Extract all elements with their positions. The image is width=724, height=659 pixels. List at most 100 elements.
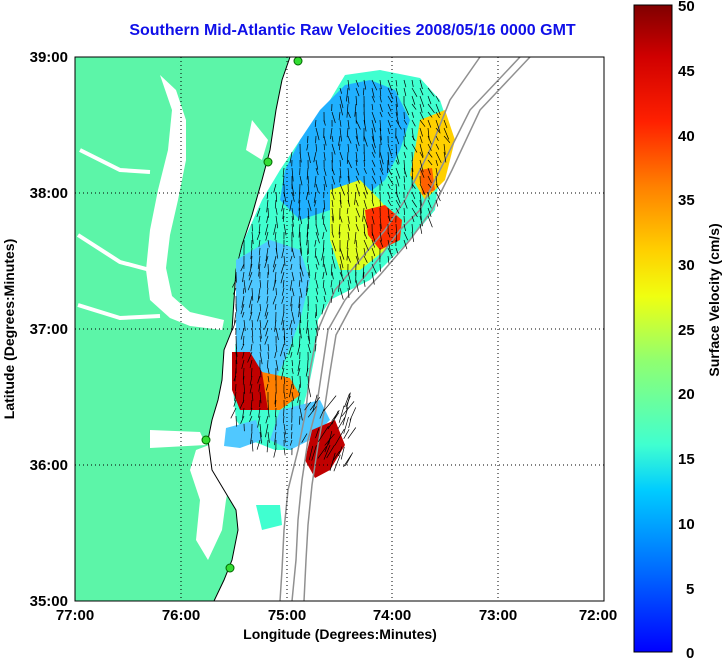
velocity-arrow <box>315 279 319 289</box>
velocity-arrow <box>249 407 253 416</box>
velocity-arrow <box>331 143 336 155</box>
velocity-arrow <box>371 247 376 257</box>
velocity-arrow <box>298 415 301 425</box>
velocity-arrow <box>362 207 365 222</box>
velocity-arrow <box>331 167 335 176</box>
velocity-arrow <box>281 247 285 259</box>
velocity-arrow <box>259 351 263 365</box>
velocity-arrow <box>435 191 441 202</box>
velocity-arrow <box>419 215 423 227</box>
velocity-arrow <box>427 111 433 118</box>
velocity-arrow <box>322 215 325 225</box>
velocity-arrow <box>275 247 279 259</box>
velocity-arrow <box>346 207 349 214</box>
velocity-arrow <box>235 415 237 427</box>
velocity-arrow <box>427 175 432 184</box>
colorbar-tick-label: 10 <box>678 516 695 533</box>
velocity-arrow <box>242 335 245 346</box>
velocity-arrow <box>315 319 319 331</box>
velocity-arrow <box>355 199 359 207</box>
velocity-arrow <box>355 79 359 87</box>
velocity-arrow <box>243 279 246 293</box>
velocity-arrow <box>403 231 409 241</box>
velocity-arrow <box>304 401 311 411</box>
velocity-arrow <box>282 175 285 186</box>
colorbar <box>633 4 673 653</box>
velocity-arrow <box>387 119 392 128</box>
velocity-arrow <box>291 215 294 227</box>
velocity-arrow <box>307 375 309 384</box>
velocity-arrow <box>387 191 391 200</box>
velocity-arrow <box>267 343 270 352</box>
velocity-arrow <box>355 167 360 176</box>
velocity-arrow <box>323 167 327 176</box>
velocity-arrow <box>395 151 400 164</box>
velocity-arrow <box>240 303 245 315</box>
velocity-arrow <box>347 167 350 182</box>
velocity-arrow <box>346 103 349 118</box>
velocity-arrow <box>347 111 351 119</box>
velocity-arrow <box>259 319 262 329</box>
velocity-arrow <box>251 327 254 337</box>
velocity-arrow <box>419 95 425 108</box>
y-tick-label: 38:00 <box>30 185 68 202</box>
velocity-arrow <box>371 199 375 207</box>
velocity-arrow <box>435 183 441 192</box>
velocity-arrow <box>331 410 340 422</box>
river-2 <box>76 233 151 272</box>
velocity-arrow <box>282 279 285 288</box>
velocity-arrow <box>371 239 376 248</box>
velocity-arrow <box>283 375 286 385</box>
velocity-arrow <box>319 408 325 419</box>
velocity-arrow <box>403 175 406 183</box>
velocity-arrow <box>283 447 286 456</box>
velocity-arrow <box>290 351 293 358</box>
velocity-arrow <box>363 199 367 209</box>
velocity-arrow <box>346 151 349 164</box>
velocity-arrow <box>411 167 414 180</box>
velocity-arrow <box>347 427 357 439</box>
velocity-arrow <box>267 351 270 360</box>
velocity-arrow <box>306 143 309 151</box>
velocity-arrow <box>307 263 311 276</box>
station-3 <box>201 435 211 445</box>
velocity-arrow <box>355 183 360 197</box>
velocity-arrow <box>264 223 269 236</box>
velocity-arrow <box>322 279 325 289</box>
velocity-arrow <box>307 271 310 279</box>
velocity-arrow <box>411 207 418 218</box>
velocity-arrow <box>419 79 423 90</box>
velocity-arrow <box>379 135 382 145</box>
velocity-arrow <box>355 143 359 152</box>
velocity-arrow <box>289 279 293 291</box>
velocity-arrow <box>371 175 377 184</box>
albemarle-sound <box>150 430 206 448</box>
velocity-arrow <box>339 199 342 208</box>
velocity-arrow <box>266 295 269 304</box>
velocity-arrow <box>313 191 317 203</box>
colorbar-ticks: 50 45 40 35 30 25 20 15 10 5 0 <box>678 0 695 659</box>
velocity-arrow <box>435 159 438 166</box>
velocity-arrow <box>265 311 269 320</box>
velocity-arrow <box>331 183 333 192</box>
x-tick-label: 75:00 <box>268 607 306 624</box>
velocity-arrow <box>323 135 327 146</box>
velocity-arrow <box>233 375 237 381</box>
velocity-arrow <box>291 287 295 297</box>
velocity-arrow <box>435 111 440 119</box>
velocity-arrow <box>247 351 253 363</box>
velocity-arrow <box>347 119 350 130</box>
velocity-arrow <box>419 103 423 113</box>
velocity-arrow <box>435 95 440 102</box>
velocity-arrow <box>308 445 314 461</box>
velocity-arrow <box>264 255 269 268</box>
velocity-arrow <box>443 151 447 163</box>
velocity-arrow <box>323 151 326 161</box>
velocity-arrow <box>338 446 343 457</box>
velocity-arrow <box>338 111 341 121</box>
velocity-arrow <box>280 263 285 274</box>
velocity-arrow <box>387 255 390 264</box>
velocity-arrow <box>363 167 367 174</box>
velocity-arrow <box>323 143 326 151</box>
velocity-arrow <box>331 231 334 238</box>
